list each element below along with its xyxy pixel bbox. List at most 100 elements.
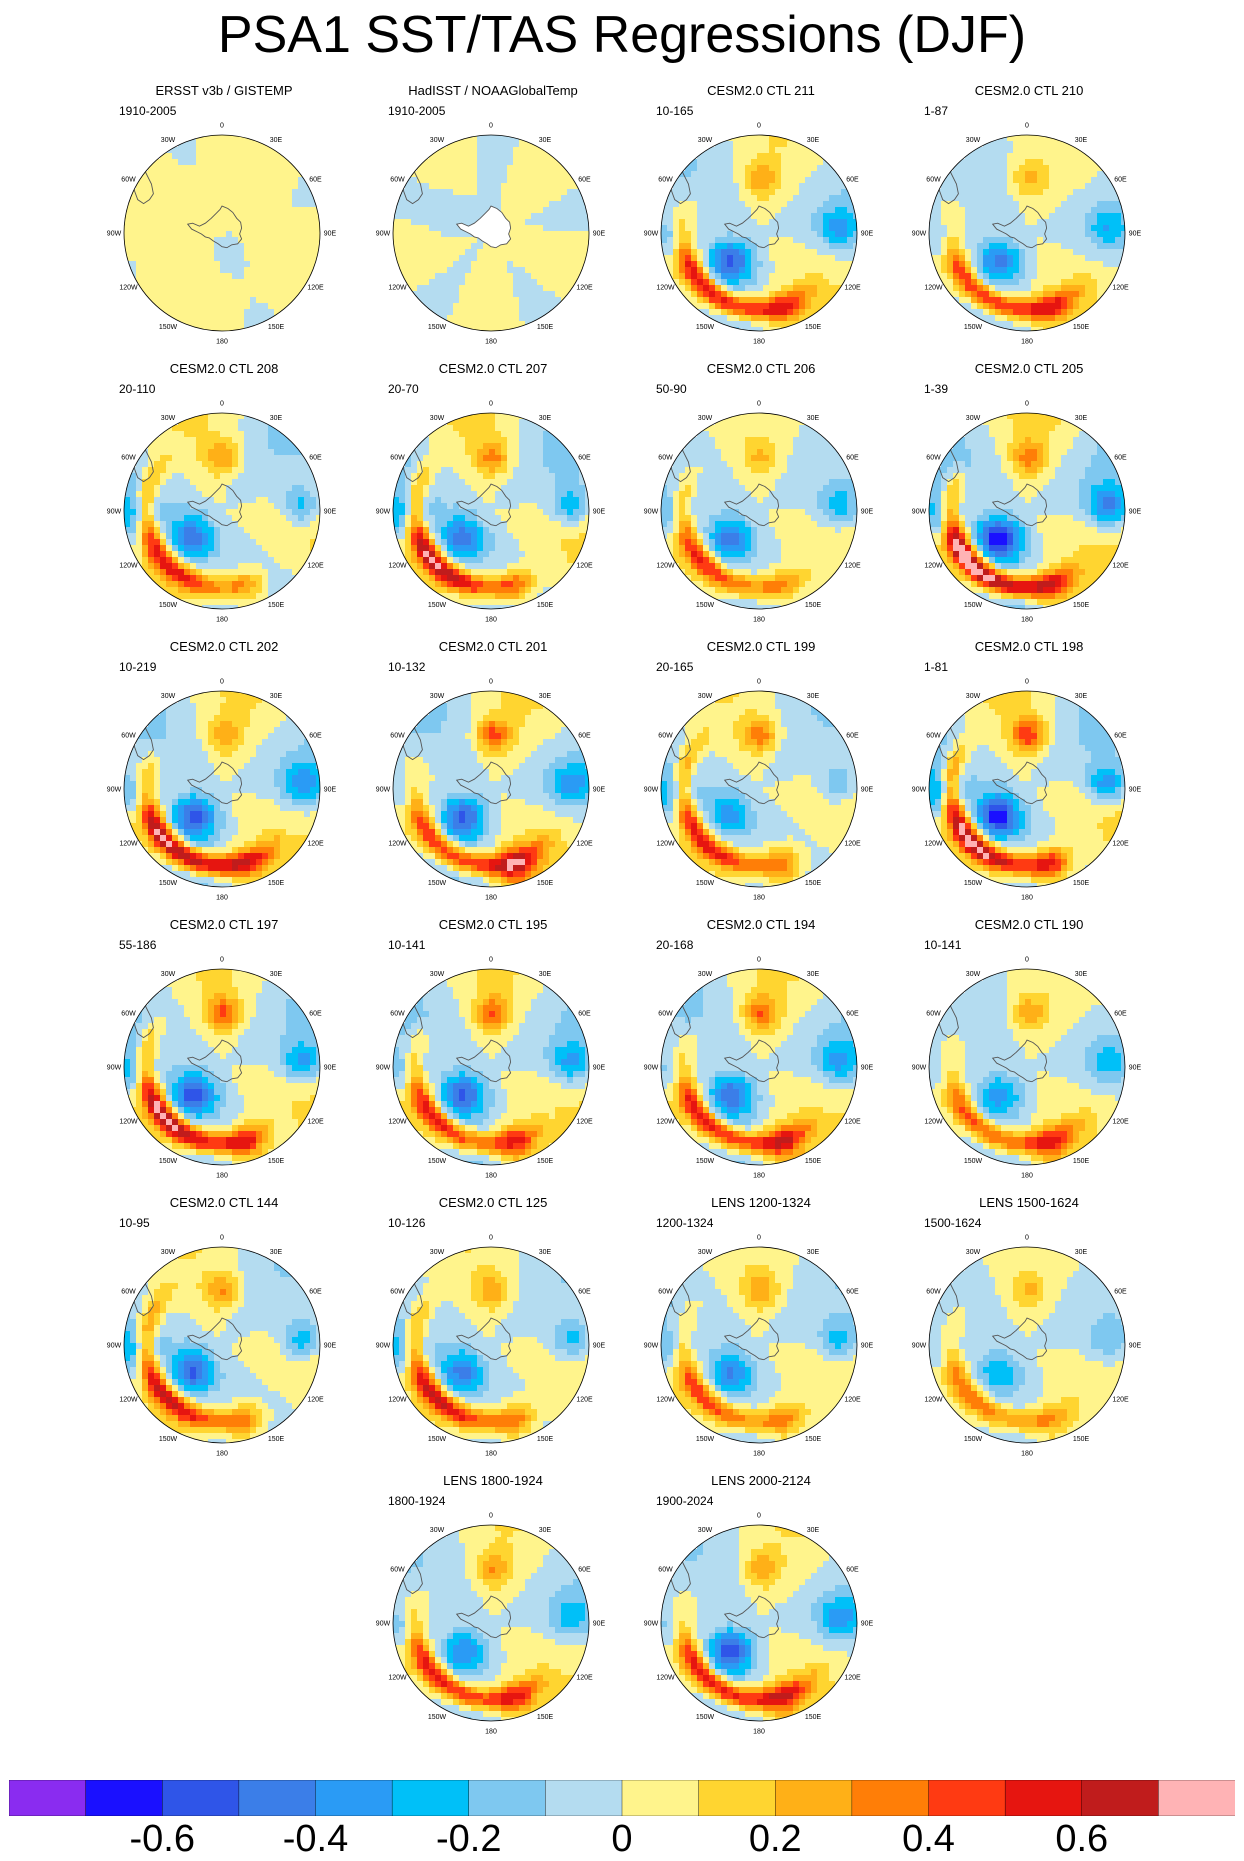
longitude-label: 30W	[161, 693, 176, 700]
longitude-label: 90E	[593, 1065, 606, 1072]
panel-years: 1910-2005	[388, 104, 446, 118]
longitude-label: 60E	[309, 733, 322, 740]
longitude-label: 150E	[805, 880, 822, 887]
longitude-label: 150E	[537, 324, 554, 331]
colorbar-tick-label: -0.6	[129, 1818, 195, 1860]
polar-stereographic-map: 0 30E 60E 90E 120E 150E 180 150W 120W 90W 60W 30W	[107, 1235, 337, 1458]
longitude-label: 90W	[107, 787, 122, 794]
longitude-label: 150E	[805, 1714, 822, 1721]
longitude-label: 150E	[268, 1436, 285, 1443]
regression-field	[393, 1247, 589, 1443]
longitude-label: 90E	[861, 231, 874, 238]
panel-years: 1500-1624	[924, 1216, 982, 1230]
longitude-label: 30E	[539, 1527, 552, 1534]
longitude-label: 30W	[966, 1249, 981, 1256]
regression-field	[393, 969, 589, 1165]
longitude-label: 120W	[388, 563, 407, 570]
longitude-label: 150E	[537, 880, 554, 887]
longitude-label: 60E	[1114, 455, 1127, 462]
map-boundary	[123, 968, 321, 1166]
panel-years: 1900-2024	[656, 1494, 714, 1508]
antarctica-coastline	[991, 483, 1048, 527]
longitude-label: 0	[757, 1235, 761, 1242]
longitude-label: 120E	[307, 1397, 324, 1404]
longitude-label: 150E	[805, 1158, 822, 1165]
longitude-label: 30E	[270, 971, 283, 978]
colorbar-tick-label: -0.4	[282, 1818, 349, 1860]
longitude-label: 30W	[430, 1527, 445, 1534]
longitude-label: 120E	[844, 1119, 861, 1126]
colorbar-swatch	[468, 1780, 546, 1816]
map-boundary	[392, 412, 590, 610]
longitude-label: 180	[753, 339, 765, 346]
polar-stereographic-map: 0 30E 60E 90E 120E 150E 180 150W 120W 90W 60W 30W	[644, 957, 874, 1180]
longitude-label: 90E	[324, 1065, 337, 1072]
longitude-label: 120E	[844, 563, 861, 570]
polar-stereographic-map: 0 30E 60E 90E 120E 150E 180 150W 120W 90W 60W 30W	[376, 1513, 606, 1736]
panel-title: CESM2.0 CTL 206	[706, 361, 816, 376]
panel-years: 10-95	[119, 1216, 150, 1230]
regression-field	[124, 691, 320, 887]
polar-stereographic-map: 0 30E 60E 90E 120E 150E 180 150W 120W 90W 60W 30W	[644, 679, 874, 902]
longitude-label: 90E	[593, 1621, 606, 1628]
longitude-label: 60W	[926, 733, 941, 740]
panel-years: 1-39	[924, 382, 949, 396]
longitude-label: 120E	[576, 1119, 593, 1126]
panel-years: 20-70	[388, 382, 419, 396]
panel-title: CESM2.0 CTL 202	[169, 639, 279, 654]
longitude-label: 150W	[159, 1436, 178, 1443]
longitude-label: 60W	[658, 1289, 673, 1296]
colorbar-labels: -0.6 -0.4 -0.2 0 0.2 0.4 0.6	[0, 1818, 1244, 1861]
longitude-label: 30E	[1075, 415, 1088, 422]
panel-years: 10-219	[119, 660, 157, 674]
longitude-label: 30E	[270, 1249, 283, 1256]
longitude-label: 180	[485, 1451, 497, 1458]
longitude-label: 120W	[656, 1397, 675, 1404]
longitude-label: 60E	[578, 733, 591, 740]
longitude-label: 0	[220, 679, 224, 686]
polar-stereographic-map: 0 30E 60E 90E 120E 150E 180 150W 120W 90W 60W 30W	[644, 123, 874, 346]
panel-title: CESM2.0 CTL 208	[169, 361, 279, 376]
panel-title: CESM2.0 CTL 198	[974, 639, 1084, 654]
longitude-label: 180	[753, 1451, 765, 1458]
map-boundary	[123, 134, 321, 332]
panel-years: 20-110	[119, 382, 156, 396]
map-boundary	[928, 1246, 1126, 1444]
antarctica-coastline	[455, 205, 512, 249]
panel-title: CESM2.0 CTL 144	[169, 1195, 279, 1210]
longitude-label: 60W	[121, 1289, 136, 1296]
colorbar-tick-label: 0	[611, 1818, 633, 1860]
longitude-label: 180	[485, 617, 497, 624]
longitude-label: 90W	[107, 1065, 122, 1072]
longitude-label: 0	[757, 123, 761, 130]
map-panel: CESM2.0 CTL 194 20-168 0 30E 60E 90E 120E 150E 1…	[631, 917, 891, 1187]
longitude-label: 30W	[698, 137, 713, 144]
longitude-label: 120E	[307, 285, 324, 292]
antarctica-coastline	[455, 1039, 512, 1083]
longitude-label: 120E	[1112, 563, 1129, 570]
longitude-label: 180	[216, 1173, 228, 1180]
longitude-label: 90E	[324, 509, 337, 516]
longitude-label: 0	[1025, 957, 1029, 964]
longitude-label: 30E	[807, 137, 820, 144]
map-panel: CESM2.0 CTL 198 1-81 0 30E 60E 90E 120E 150E 180…	[899, 639, 1159, 909]
longitude-label: 0	[489, 401, 493, 408]
antarctica-coastline	[186, 483, 243, 527]
panel-title: LENS 1500-1624	[979, 1195, 1079, 1210]
longitude-label: 30W	[430, 693, 445, 700]
panel-title: CESM2.0 CTL 210	[974, 83, 1084, 98]
longitude-label: 150E	[1073, 1436, 1090, 1443]
map-panel: CESM2.0 CTL 199 20-165 0 30E 60E 90E 120E 150E 1…	[631, 639, 891, 909]
longitude-label: 60W	[390, 733, 405, 740]
longitude-label: 0	[220, 957, 224, 964]
longitude-label: 0	[1025, 123, 1029, 130]
longitude-label: 120E	[844, 841, 861, 848]
panel-years: 1800-1924	[388, 1494, 446, 1508]
longitude-label: 30W	[698, 971, 713, 978]
map-panel: CESM2.0 CTL 205 1-39 0 30E 60E 90E 120E 150E 180…	[899, 361, 1159, 631]
antarctica-coastline	[723, 1039, 780, 1083]
panel-years: 1200-1324	[656, 1216, 714, 1230]
longitude-label: 0	[757, 1513, 761, 1520]
longitude-label: 180	[753, 1173, 765, 1180]
